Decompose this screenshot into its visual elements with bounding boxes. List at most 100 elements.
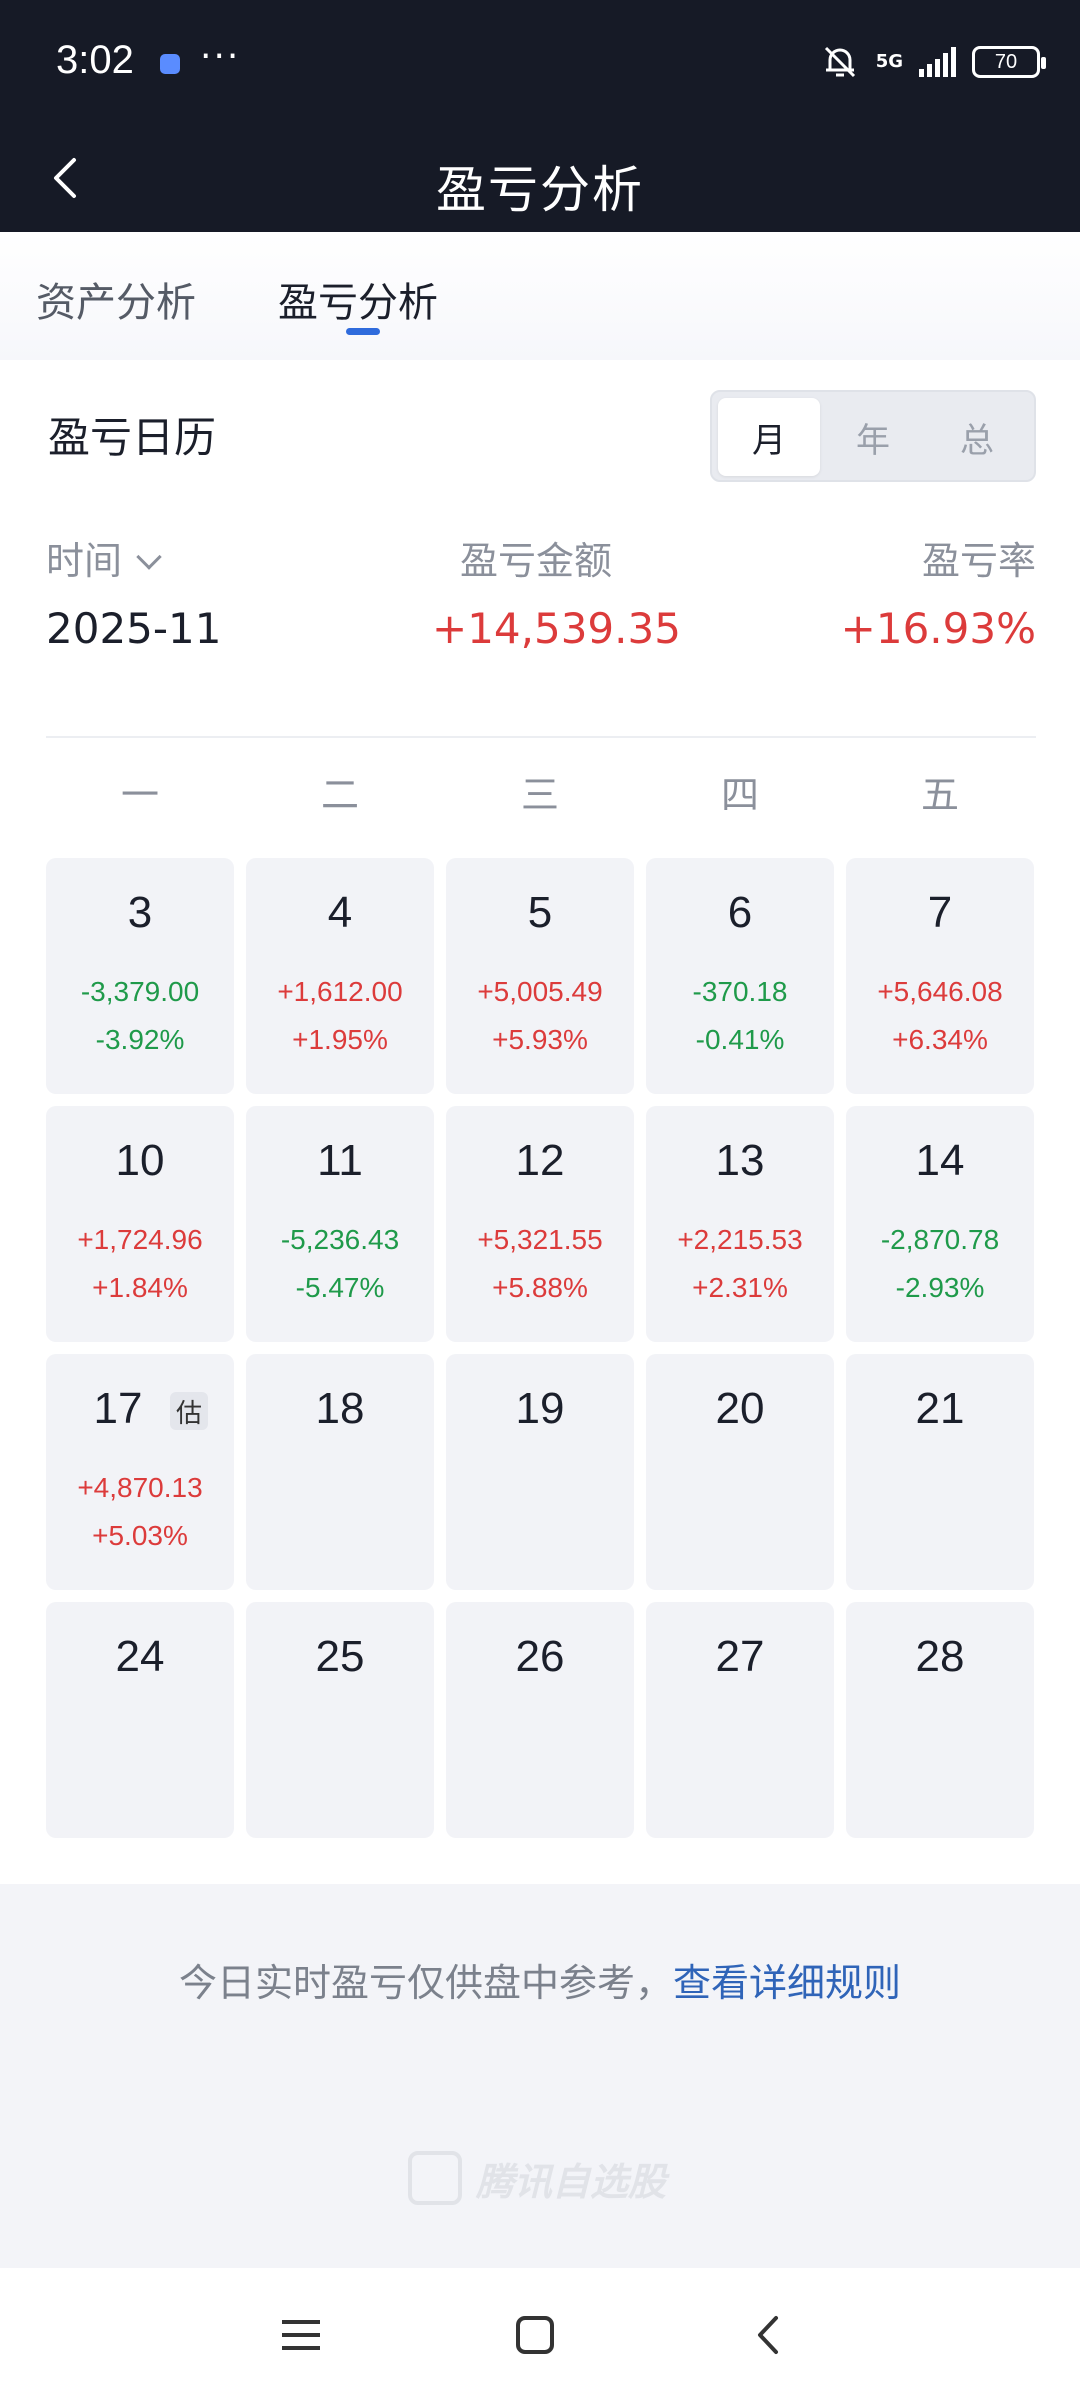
time-label: 时间 bbox=[46, 539, 123, 583]
day-profit-rate: +1.84% bbox=[92, 1272, 188, 1303]
day-number: 28 bbox=[915, 1632, 965, 1681]
period-value: 2025-11 bbox=[46, 604, 222, 653]
chevron-down-icon bbox=[136, 544, 162, 570]
day-profit-rate: -5.47% bbox=[295, 1272, 385, 1303]
tab-profit-analysis[interactable]: 盈亏分析 bbox=[278, 280, 438, 326]
system-nav-bar bbox=[0, 2268, 1080, 2400]
day-profit-amount: +2,215.53 bbox=[677, 1224, 803, 1255]
calendar-day-cell[interactable]: 24 bbox=[46, 1602, 234, 1838]
period-selector: 月 年 总 bbox=[710, 390, 1036, 482]
day-profit-rate: +6.34% bbox=[892, 1024, 988, 1055]
menu-icon[interactable] bbox=[266, 2300, 336, 2370]
day-number: 4 bbox=[327, 888, 353, 937]
time-dropdown[interactable]: 时间 bbox=[46, 530, 162, 585]
divider bbox=[46, 736, 1036, 738]
calendar-day-cell[interactable]: 7 +5,646.08 +6.34% bbox=[846, 858, 1034, 1094]
weekday-wed: 三 bbox=[520, 773, 559, 817]
period-month-button[interactable]: 月 bbox=[718, 398, 820, 476]
day-profit-rate: -0.41% bbox=[695, 1024, 785, 1055]
calendar-day-cell[interactable]: 25 bbox=[246, 1602, 434, 1838]
calendar-day-cell[interactable]: 6 -370.18 -0.41% bbox=[646, 858, 834, 1094]
day-profit-amount: +5,005.49 bbox=[477, 976, 603, 1007]
weekday-tue: 二 bbox=[320, 773, 359, 817]
tab-indicator bbox=[346, 328, 380, 335]
day-profit-rate: -3.92% bbox=[95, 1024, 185, 1055]
day-profit-rate: +5.93% bbox=[492, 1024, 588, 1055]
day-profit-rate: +2.31% bbox=[692, 1272, 788, 1303]
back-icon[interactable] bbox=[734, 2300, 804, 2370]
calendar-day-cell[interactable]: 28 bbox=[846, 1602, 1034, 1838]
battery-icon: 70 bbox=[972, 46, 1046, 78]
day-number: 6 bbox=[727, 888, 753, 937]
day-number: 17 bbox=[93, 1384, 143, 1433]
day-profit-amount: +1,612.00 bbox=[277, 976, 403, 1007]
chart-logo-icon bbox=[408, 2151, 462, 2205]
day-number: 26 bbox=[515, 1632, 565, 1681]
day-number: 5 bbox=[527, 888, 553, 937]
day-number: 10 bbox=[115, 1136, 165, 1185]
estimate-badge: 估 bbox=[170, 1392, 208, 1430]
calendar-day-cell[interactable]: 4 +1,612.00 +1.95% bbox=[246, 858, 434, 1094]
rules-link[interactable]: 查看详细规则 bbox=[673, 1961, 902, 2005]
calendar-day-cell[interactable]: 21 bbox=[846, 1354, 1034, 1590]
status-time: 3:02 bbox=[56, 38, 134, 82]
day-profit-amount: +1,724.96 bbox=[77, 1224, 203, 1255]
day-number: 25 bbox=[315, 1632, 365, 1681]
status-icons: 5G 70 bbox=[820, 40, 1046, 84]
calendar-day-cell[interactable]: 14 -2,870.78 -2.93% bbox=[846, 1106, 1034, 1342]
watermark: 腾讯自选股 bbox=[408, 2150, 666, 2206]
day-number: 24 bbox=[115, 1632, 165, 1681]
calendar-day-cell[interactable]: 20 bbox=[646, 1354, 834, 1590]
status-bar: 3:02 ··· 5G 70 bbox=[0, 0, 1080, 124]
chevron-left-icon[interactable] bbox=[36, 146, 100, 210]
weekday-mon: 一 bbox=[120, 773, 159, 817]
day-number: 21 bbox=[915, 1384, 965, 1433]
amount-header: 盈亏金额 bbox=[460, 539, 613, 583]
bell-muted-icon bbox=[824, 46, 855, 78]
footer-note: 今日实时盈亏仅供盘中参考，查看详细规则 bbox=[0, 1952, 1080, 2007]
day-profit-amount: +4,870.13 bbox=[77, 1472, 203, 1503]
day-number: 20 bbox=[715, 1384, 765, 1433]
day-profit-amount: -370.18 bbox=[692, 976, 788, 1007]
signal-icon bbox=[919, 47, 956, 77]
calendar-day-cell[interactable]: 11 -5,236.43 -5.47% bbox=[246, 1106, 434, 1342]
calendar-day-cell[interactable]: 27 bbox=[646, 1602, 834, 1838]
period-total-button[interactable]: 总 bbox=[960, 420, 994, 461]
section-title: 盈亏日历 bbox=[48, 413, 217, 462]
watermark-text: 腾讯自选股 bbox=[476, 2159, 667, 2204]
calendar-day-cell[interactable]: 18 bbox=[246, 1354, 434, 1590]
calendar-day-cell[interactable]: 17 估 +4,870.13 +5.03% bbox=[46, 1354, 234, 1590]
total-rate: +16.93% bbox=[840, 604, 1036, 653]
weekday-thu: 四 bbox=[720, 773, 759, 817]
day-profit-rate: +1.95% bbox=[292, 1024, 388, 1055]
day-profit-rate: +5.03% bbox=[92, 1520, 188, 1551]
day-number: 27 bbox=[715, 1632, 765, 1681]
day-profit-amount: +5,646.08 bbox=[877, 976, 1003, 1007]
day-number: 13 bbox=[715, 1136, 765, 1185]
day-profit-amount: +5,321.55 bbox=[477, 1224, 603, 1255]
day-profit-amount: -5,236.43 bbox=[280, 1224, 400, 1255]
tab-asset-analysis[interactable]: 资产分析 bbox=[36, 280, 196, 326]
day-number: 11 bbox=[317, 1136, 363, 1185]
calendar-day-cell[interactable]: 3 -3,379.00 -3.92% bbox=[46, 858, 234, 1094]
day-profit-rate: +5.88% bbox=[492, 1272, 588, 1303]
day-number: 18 bbox=[315, 1384, 365, 1433]
total-amount: +14,539.35 bbox=[432, 604, 681, 653]
calendar-day-cell[interactable]: 19 bbox=[446, 1354, 634, 1590]
calendar-day-cell[interactable]: 26 bbox=[446, 1602, 634, 1838]
calendar-day-cell[interactable]: 12 +5,321.55 +5.88% bbox=[446, 1106, 634, 1342]
calendar-day-cell[interactable]: 13 +2,215.53 +2.31% bbox=[646, 1106, 834, 1342]
footer-note-text: 今日实时盈亏仅供盘中参考， bbox=[178, 1961, 673, 2005]
network-label: 5G bbox=[875, 51, 903, 72]
profit-calendar-card: 盈亏日历 月 年 总 时间 盈亏金额 盈亏率 2025-11 +14,539.3… bbox=[0, 360, 1080, 1884]
rate-header: 盈亏率 bbox=[921, 539, 1036, 583]
calendar-day-cell[interactable]: 5 +5,005.49 +5.93% bbox=[446, 858, 634, 1094]
day-number: 14 bbox=[915, 1136, 965, 1185]
page-title: 盈亏分析 bbox=[436, 161, 644, 219]
app-notification-icon bbox=[160, 54, 180, 74]
period-year-button[interactable]: 年 bbox=[856, 420, 890, 461]
home-icon[interactable] bbox=[500, 2300, 570, 2370]
day-profit-amount: -2,870.78 bbox=[880, 1224, 1000, 1255]
weekday-fri: 五 bbox=[920, 773, 959, 817]
calendar-day-cell[interactable]: 10 +1,724.96 +1.84% bbox=[46, 1106, 234, 1342]
